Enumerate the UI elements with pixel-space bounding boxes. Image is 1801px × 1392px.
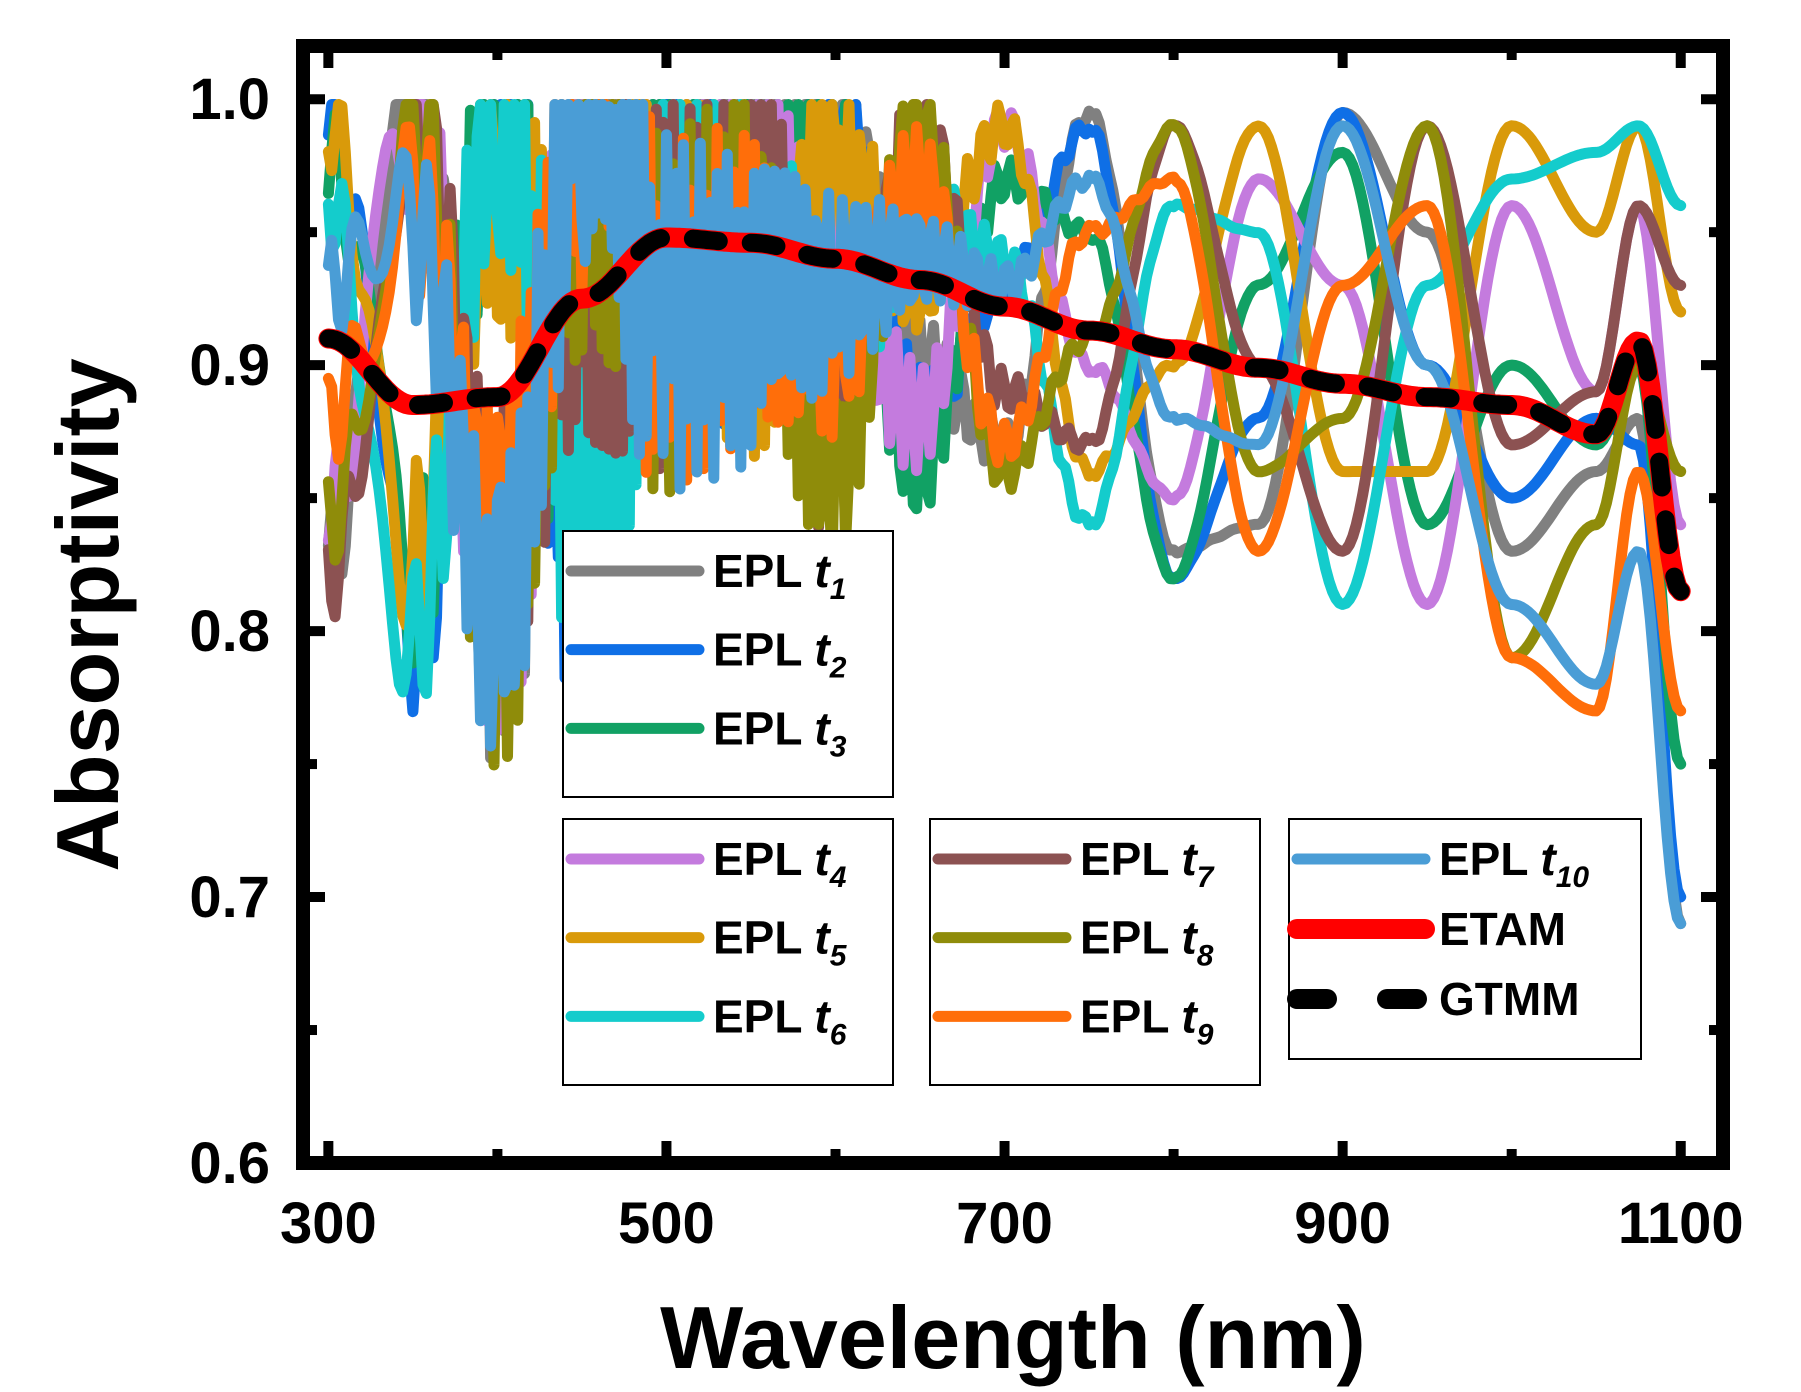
tick-layer: 300 500 700 900 1100 0.6 0.7 0.8 0.9 1.0 [189,46,1744,1256]
x-axis-title: Wavelength (nm) [660,1288,1366,1387]
legend-label: EPL t1 [713,545,846,606]
x-tick-label: 900 [1294,1191,1391,1256]
series-line-epl-t10 [322,99,1687,930]
legend-label: EPL t3 [713,702,847,763]
legend-box-4: EPL t10 ETAM GTMM [1287,818,1642,1060]
legend-label: EPL t10 [1439,833,1589,894]
legend-box-2: EPL t4 EPL t5 EPL t6 [562,818,894,1086]
legend-label: EPL t2 [713,624,847,685]
plot-frame [296,39,1730,1170]
y-axis-title: Absorptivity [38,358,137,871]
y-tick-label: 0.8 [189,599,270,664]
legend-label: ETAM [1439,903,1566,955]
y-tick-label: 0.7 [189,865,270,930]
legend-box-1: EPL t1 EPL t2 EPL t3 [562,530,894,798]
legend-label: EPL t9 [1080,990,1214,1051]
x-tick-label: 500 [618,1191,715,1256]
legend-label: EPL t7 [1080,833,1215,894]
y-tick-label: 0.9 [189,333,270,398]
y-tick-label: 1.0 [189,67,270,132]
legend-box-3: EPL t7 EPL t8 EPL t9 [929,818,1261,1086]
series-line-gtmm [319,228,1690,601]
legend-label: EPL t6 [713,990,847,1051]
y-tick-label: 0.6 [189,1131,270,1196]
legend-label: GTMM [1439,973,1580,1025]
legend-label: EPL t5 [713,912,848,973]
series-layer [318,99,1691,930]
x-tick-label: 700 [956,1191,1053,1256]
legend-label: EPL t4 [713,833,847,894]
x-tick-label: 1100 [1618,1191,1744,1256]
x-tick-label: 300 [280,1191,377,1256]
legend-label: EPL t8 [1080,912,1214,973]
